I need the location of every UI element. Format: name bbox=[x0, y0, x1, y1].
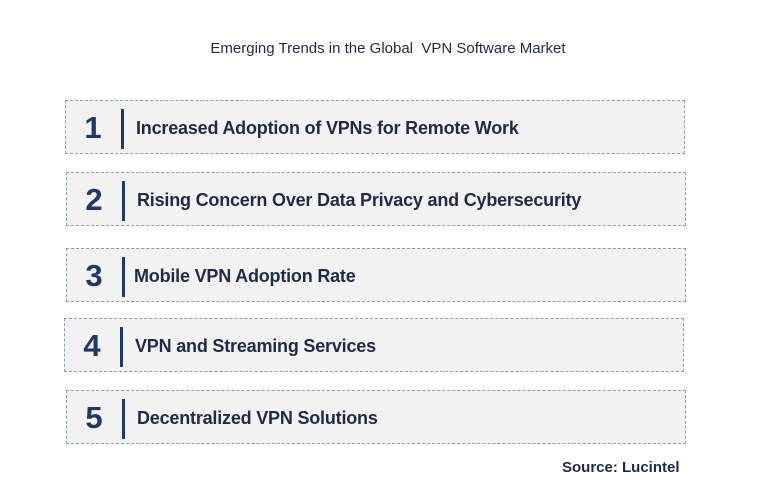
trend-label: Increased Adoption of VPNs for Remote Wo… bbox=[136, 118, 519, 138]
trend-label: Mobile VPN Adoption Rate bbox=[134, 266, 356, 286]
trend-label: Rising Concern Over Data Privacy and Cyb… bbox=[137, 190, 582, 210]
trend-label: Decentralized VPN Solutions bbox=[137, 408, 378, 428]
trend-divider bbox=[122, 181, 125, 221]
trend-number: 1 bbox=[84, 110, 102, 145]
trend-item-5: 5 Decentralized VPN Solutions bbox=[66, 390, 686, 444]
trend-number: 2 bbox=[85, 182, 103, 217]
trend-item-1: 1 Increased Adoption of VPNs for Remote … bbox=[65, 100, 685, 154]
trend-divider bbox=[121, 109, 124, 149]
trend-divider bbox=[122, 399, 125, 439]
trend-divider bbox=[122, 257, 125, 297]
trend-number: 3 bbox=[85, 258, 103, 293]
trend-item-3: 3 Mobile VPN Adoption Rate bbox=[66, 248, 686, 302]
trend-divider bbox=[120, 327, 123, 367]
trend-item-4: 4 VPN and Streaming Services bbox=[64, 318, 684, 372]
source-credit: Source: Lucintel bbox=[562, 459, 680, 476]
trend-item-2: 2 Rising Concern Over Data Privacy and C… bbox=[66, 172, 686, 226]
diagram-title: Emerging Trends in the Global VPN Softwa… bbox=[210, 40, 566, 57]
trend-label: VPN and Streaming Services bbox=[135, 336, 376, 356]
trend-number: 4 bbox=[83, 328, 101, 363]
trend-number: 5 bbox=[85, 400, 103, 435]
